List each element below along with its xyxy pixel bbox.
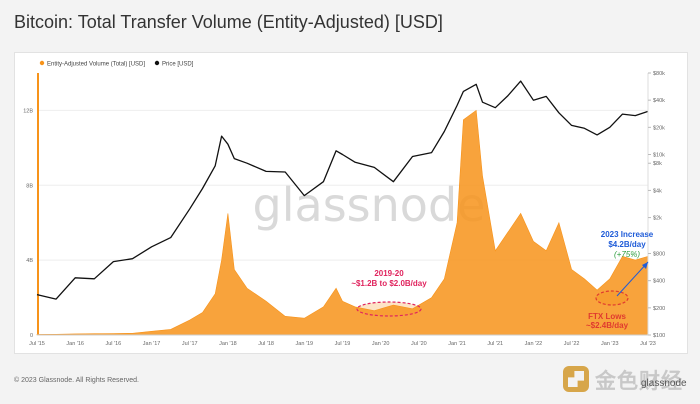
y-right-tick-label: $400: [653, 279, 665, 285]
price-series: [36, 80, 649, 300]
annotation-ftx-value: ~$2.4B/day: [586, 321, 629, 330]
copyright-footer: © 2023 Glassnode. All Rights Reserved.: [14, 377, 140, 384]
legend-label-volume: Entity-Adjusted Volume (Total) [USD]: [47, 62, 145, 68]
x-tick-label: Jul '21: [487, 341, 503, 347]
y-right-tick-label: $20k: [653, 125, 665, 131]
x-axis: Jul '15 Jan '16 Jul '16 Jan '17 Jul '17 Jan '…: [29, 334, 656, 347]
legend-swatch-price: [154, 60, 160, 66]
y-right-tick-label: $4k: [653, 188, 662, 194]
brand-sub-text: glassnode: [641, 378, 687, 389]
x-tick-label: Jan '22: [525, 341, 543, 347]
x-tick-label: Jul '19: [335, 341, 351, 347]
x-tick-label: Jul '23: [640, 341, 656, 347]
x-tick-label: Jul '18: [258, 341, 274, 347]
y-left-tick-label: 8B: [26, 183, 33, 189]
y-right-tick-label: $8k: [653, 161, 662, 167]
brand-watermark: 金色财经 glassnode: [563, 364, 688, 394]
annotation-2023-arrowhead: [642, 262, 648, 269]
y-axis-left: 0 4B 8B 12B: [23, 108, 33, 339]
annotation-2023-value: $4.2B/day: [608, 240, 646, 249]
y-right-tick-label: $40k: [653, 98, 665, 104]
volume-start-bar: [37, 73, 39, 335]
x-tick-label: Jan '20: [372, 341, 390, 347]
legend-label-price: Price [USD]: [162, 62, 194, 68]
x-tick-label: Jan '23: [601, 341, 619, 347]
highlight-ftx-ellipse: [595, 290, 629, 306]
annotation-2023-percent: (+75%): [614, 250, 640, 259]
y-axis-right: $100 $200 $400 $800 $2k $4k $8k $10k $20k $40k $80…: [647, 71, 665, 339]
legend-swatch-volume: [39, 60, 45, 66]
x-tick-label: Jan '17: [143, 341, 161, 347]
legend: Entity-Adjusted Volume (Total) [USD] Pric…: [39, 60, 194, 68]
annotation-2023-title: 2023 Increase: [601, 230, 654, 239]
y-right-tick-label: $10k: [653, 153, 665, 159]
y-right-tick-label: $80k: [653, 71, 665, 77]
y-left-tick-label: 4B: [26, 258, 33, 264]
highlight-2019-ellipse: [356, 301, 422, 317]
y-left-tick-label: 0: [30, 333, 33, 339]
x-tick-label: Jan '16: [66, 341, 84, 347]
chart-panel: glassnode Entity-Adjusted Volume (Total)…: [14, 52, 688, 354]
volume-series: [36, 73, 649, 336]
x-tick-label: Jan '18: [219, 341, 237, 347]
x-tick-label: Jul '15: [29, 341, 45, 347]
y-right-tick-label: $2k: [653, 216, 662, 222]
x-tick-label: Jul '22: [564, 341, 580, 347]
y-left-tick-label: 12B: [23, 108, 33, 114]
watermark-text: glassnode: [253, 178, 486, 232]
volume-area: [36, 109, 649, 336]
brand-logo-icon: [563, 366, 589, 392]
annotation-2019-title: 2019-20: [374, 269, 404, 278]
annotation-2023-arrow: [616, 261, 649, 297]
price-line: [36, 80, 649, 300]
page-title: Bitcoin: Total Transfer Volume (Entity-A…: [14, 12, 443, 32]
x-tick-label: Jul '16: [106, 341, 122, 347]
brand-logo-text: 金色财经: [595, 369, 683, 393]
x-tick-label: Jul '17: [182, 341, 198, 347]
annotation-2019-range: ~$1.2B to $2.0B/day: [351, 279, 427, 288]
y-right-tick-label: $100: [653, 333, 665, 339]
x-tick-label: Jul '20: [411, 341, 427, 347]
y-right-tick-label: $200: [653, 306, 665, 312]
chart-svg: glassnode Entity-Adjusted Volume (Total)…: [23, 60, 665, 347]
y-right-tick-label: $800: [653, 251, 665, 257]
x-tick-label: Jan '21: [448, 341, 466, 347]
x-tick-label: Jan '19: [296, 341, 314, 347]
annotation-ftx-title: FTX Lows: [588, 312, 626, 321]
